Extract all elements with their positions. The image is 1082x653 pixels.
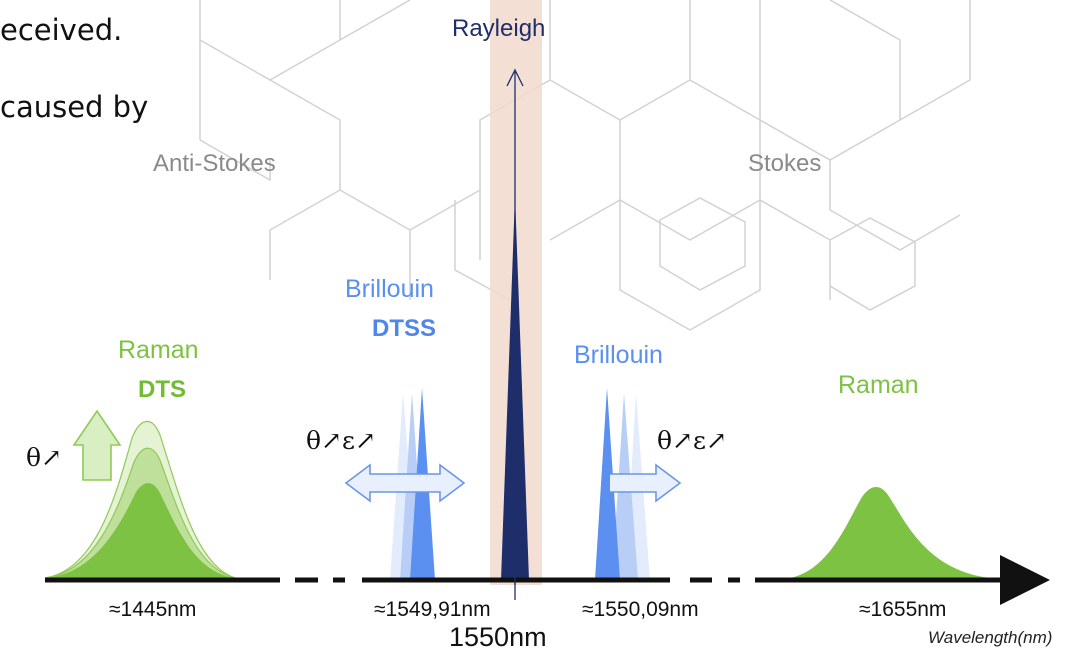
wavelength-unit-label: Wavelength(nm) bbox=[928, 628, 1053, 647]
brillouin-right-label: Brillouin bbox=[574, 341, 663, 369]
raman-right-label: Raman bbox=[838, 371, 919, 399]
raman-left-peaks bbox=[44, 420, 236, 579]
raman-left-tag: DTS bbox=[138, 376, 186, 403]
stokes-label: Stokes bbox=[748, 150, 822, 177]
tick-1445: ≈1445nm bbox=[109, 598, 197, 621]
rayleigh-label: Rayleigh bbox=[452, 15, 546, 42]
intro-text-line2: caused by bbox=[0, 90, 149, 124]
brillouin-left-tag: DTSS bbox=[372, 315, 437, 342]
brillouin-left-shift-arrow bbox=[344, 463, 466, 503]
theta-left-symbol: θ↗ bbox=[26, 443, 62, 472]
raman-right-peak bbox=[790, 486, 990, 578]
rayleigh-peak bbox=[501, 195, 529, 580]
tick-1655: ≈1655nm bbox=[859, 598, 947, 621]
tick-1550-09: ≈1550,09nm bbox=[582, 598, 699, 621]
hexagon-background bbox=[199, 0, 971, 331]
raman-up-arrow bbox=[72, 409, 122, 481]
raman-left-label: Raman bbox=[118, 336, 199, 364]
brillouin-right-shift-arrow bbox=[610, 463, 682, 503]
theta-epsilon-right-symbol: θ↗ε↗ bbox=[657, 426, 727, 455]
intro-text-line1: eceived. bbox=[0, 13, 123, 47]
brillouin-left-label: Brillouin bbox=[345, 275, 434, 303]
theta-epsilon-left-symbol: θ↗ε↗ bbox=[306, 426, 376, 455]
tick-1549-91: ≈1549,91nm bbox=[374, 598, 491, 621]
anti-stokes-label: Anti-Stokes bbox=[153, 150, 276, 177]
center-wavelength-label: 1550nm bbox=[449, 622, 547, 652]
